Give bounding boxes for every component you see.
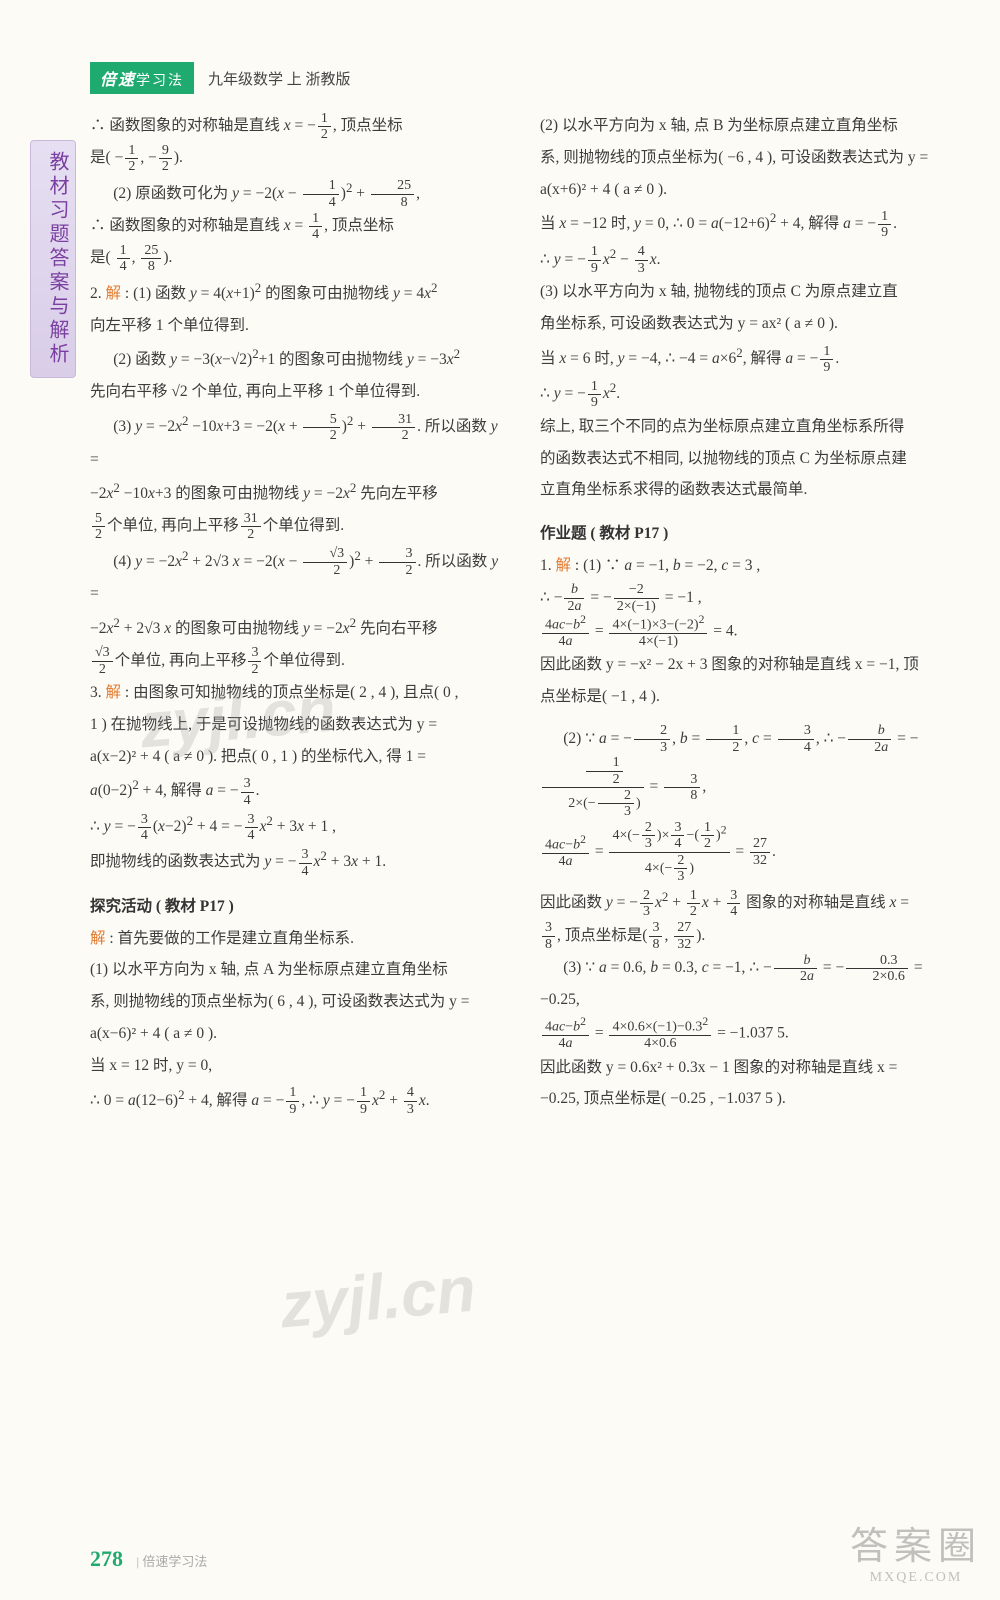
text-line: ∴ −b2a = −−22×(−1) = −1 , bbox=[540, 582, 960, 614]
side-tab: 教材习题答案与解析 bbox=[30, 140, 76, 378]
text-line: 当 x = 6 时, y = −4, ∴ −4 = a×62, 解得 a = −… bbox=[540, 340, 960, 375]
right-column: (2) 以水平方向为 x 轴, 点 B 为坐标原点建立直角坐标 系, 则抛物线的… bbox=[540, 110, 960, 1117]
text-line: 先向右平移 √2 个单位, 再向上平移 1 个单位得到. bbox=[90, 376, 510, 408]
brand: 倍速 bbox=[100, 72, 136, 89]
text-line: 4ac−b24a = 4×(−23)×34−(12)24×(−23) = 273… bbox=[540, 820, 960, 885]
text-line: 是( 14, 258). bbox=[90, 242, 510, 274]
text-line: 52个单位, 再向上平移312个单位得到. bbox=[90, 510, 510, 542]
text-line: (3) 以水平方向为 x 轴, 抛物线的顶点 C 为原点建立直 bbox=[540, 276, 960, 308]
text-line: (2) 函数 y = −3(x−√2)2+1 的图象可由抛物线 y = −3x2 bbox=[90, 341, 510, 376]
text-line: 因此函数 y = 0.6x² + 0.3x − 1 图象的对称轴是直线 x = bbox=[540, 1052, 960, 1084]
section-heading: 作业题 ( 教材 P17 ) bbox=[540, 518, 960, 550]
text-line: 1 ) 在抛物线上, 于是可设抛物线的函数表达式为 y = bbox=[90, 709, 510, 741]
text-line: (2) 原函数可化为 y = −2(x − 14)2 + 258, bbox=[90, 175, 510, 210]
corner-big: 答案圈 bbox=[850, 1515, 982, 1570]
solution-label: 解 bbox=[90, 930, 106, 947]
text-line: a(x−6)² + 4 ( a ≠ 0 ). bbox=[90, 1018, 510, 1050]
text-line: 当 x = 12 时, y = 0, bbox=[90, 1050, 510, 1082]
brand-badge: 倍速学习法 bbox=[90, 62, 194, 94]
solution-label: 解 bbox=[106, 285, 122, 302]
text-line: 综上, 取三个不同的点为坐标原点建立直角坐标系所得 bbox=[540, 411, 960, 443]
text-line: 的函数表达式不相同, 以抛物线的顶点 C 为坐标原点建 bbox=[540, 443, 960, 475]
solution-label: 解 bbox=[556, 557, 572, 574]
text-line: (1) 以水平方向为 x 轴, 点 A 为坐标原点建立直角坐标 bbox=[90, 954, 510, 986]
text-line: 4ac−b24a = 4×(−1)×3−(−2)24×(−1) = 4. bbox=[540, 614, 960, 649]
section-heading: 探究活动 ( 教材 P17 ) bbox=[90, 891, 510, 923]
text-line: 解 : 首先要做的工作是建立直角坐标系. bbox=[90, 923, 510, 955]
text-line: ∴ y = −19x2 − 43x. bbox=[540, 241, 960, 276]
book-title: 九年级数学 上 浙教版 bbox=[208, 68, 351, 89]
content-columns: ∴ 函数图象的对称轴是直线 x = −12, 顶点坐标 是( −12, −92)… bbox=[90, 110, 960, 1117]
text-line: 1. 解 : (1) ∵ a = −1, b = −2, c = 3 , bbox=[540, 550, 960, 582]
text-line: ∴ 函数图象的对称轴是直线 x = −12, 顶点坐标 bbox=[90, 110, 510, 142]
text-line: 角坐标系, 可设函数表达式为 y = ax² ( a ≠ 0 ). bbox=[540, 308, 960, 340]
brand-sub: 学习法 bbox=[136, 74, 184, 89]
text-line: a(x−2)² + 4 ( a ≠ 0 ). 把点( 0 , 1 ) 的坐标代入… bbox=[90, 741, 510, 773]
page-label-text: 倍速学习法 bbox=[142, 1554, 207, 1569]
corner-small: MXQE.COM bbox=[850, 1570, 982, 1586]
text-line: 3. 解 : 由图象可知抛物线的顶点坐标是( 2 , 4 ), 且点( 0 , bbox=[90, 677, 510, 709]
text-line: ∴ y = −19x2. bbox=[540, 375, 960, 410]
text-line: (2) 以水平方向为 x 轴, 点 B 为坐标原点建立直角坐标 bbox=[540, 110, 960, 142]
text-line: ∴ 函数图象的对称轴是直线 x = 14, 顶点坐标 bbox=[90, 210, 510, 242]
text-line: 当 x = −12 时, y = 0, ∴ 0 = a(−12+6)2 + 4,… bbox=[540, 205, 960, 240]
watermark-2: zyjl.cn bbox=[277, 1252, 478, 1343]
text-line: 立直角坐标系求得的函数表达式最简单. bbox=[540, 474, 960, 506]
text-line: a(x+6)² + 4 ( a ≠ 0 ). bbox=[540, 174, 960, 206]
text-line: 4ac−b24a = 4×0.6×(−1)−0.324×0.6 = −1.037… bbox=[540, 1016, 960, 1051]
text-line: 系, 则抛物线的顶点坐标为( 6 , 4 ), 可设函数表达式为 y = bbox=[90, 986, 510, 1018]
text-line: 因此函数 y = −x² − 2x + 3 图象的对称轴是直线 x = −1, … bbox=[540, 649, 960, 681]
text-line: −2x2 + 2√3 x 的图象可由抛物线 y = −2x2 先向右平移 bbox=[90, 610, 510, 645]
text-line: 是( −12, −92). bbox=[90, 142, 510, 174]
text-line: (3) ∵ a = 0.6, b = 0.3, c = −1, ∴ −b2a =… bbox=[540, 952, 960, 1016]
text-line: −2x2 −10x+3 的图象可由抛物线 y = −2x2 先向左平移 bbox=[90, 475, 510, 510]
text-line: −0.25, 顶点坐标是( −0.25 , −1.037 5 ). bbox=[540, 1083, 960, 1115]
text-line: √32个单位, 再向上平移32个单位得到. bbox=[90, 645, 510, 677]
left-column: ∴ 函数图象的对称轴是直线 x = −12, 顶点坐标 是( −12, −92)… bbox=[90, 110, 510, 1117]
text-line: ∴ y = −34(x−2)2 + 4 = −34x2 + 3x + 1 , bbox=[90, 808, 510, 843]
solution-label: 解 bbox=[106, 684, 122, 701]
text-line: a(0−2)2 + 4, 解得 a = −34. bbox=[90, 772, 510, 807]
text-line: 向左平移 1 个单位得到. bbox=[90, 310, 510, 342]
text-line: 点坐标是( −1 , 4 ). bbox=[540, 681, 960, 713]
text-line: (3) y = −2x2 −10x+3 = −2(x + 52)2 + 312.… bbox=[90, 408, 510, 475]
text-line: ∴ 0 = a(12−6)2 + 4, 解得 a = −19, ∴ y = −1… bbox=[90, 1082, 510, 1117]
page-number-label: | 倍速学习法 bbox=[137, 1554, 208, 1569]
text-line: 38, 顶点坐标是(38, 2732). bbox=[540, 920, 960, 952]
header: 倍速学习法 九年级数学 上 浙教版 bbox=[90, 62, 351, 94]
text-line: 系, 则抛物线的顶点坐标为( −6 , 4 ), 可设函数表达式为 y = bbox=[540, 142, 960, 174]
page: 倍速学习法 九年级数学 上 浙教版 教材习题答案与解析 zyjl.cn zyjl… bbox=[0, 0, 1000, 1600]
page-number-value: 278 bbox=[90, 1546, 123, 1571]
text-line: (2) ∵ a = −23, b = 12, c = 34, ∴ −b2a = … bbox=[540, 723, 960, 820]
corner-logo: 答案圈 MXQE.COM bbox=[850, 1515, 982, 1586]
text-line: 即抛物线的函数表达式为 y = −34x2 + 3x + 1. bbox=[90, 843, 510, 878]
text-line: 因此函数 y = −23x2 + 12x + 34 图象的对称轴是直线 x = bbox=[540, 884, 960, 919]
text-line: 2. 解 : (1) 函数 y = 4(x+1)2 的图象可由抛物线 y = 4… bbox=[90, 275, 510, 310]
text-line: (4) y = −2x2 + 2√3 x = −2(x − √32)2 + 32… bbox=[90, 543, 510, 610]
page-number: 278 | 倍速学习法 bbox=[90, 1546, 207, 1572]
